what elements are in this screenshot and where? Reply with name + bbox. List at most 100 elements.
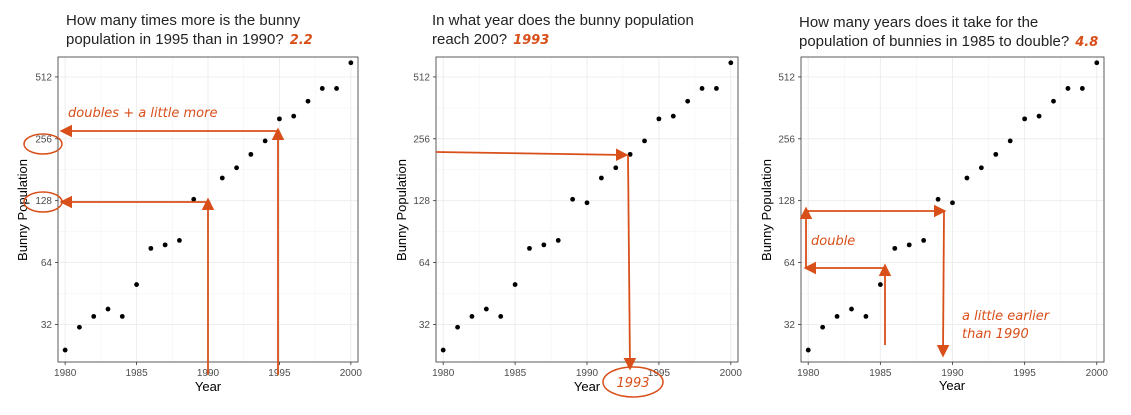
data-point-1985 — [134, 282, 139, 287]
chart-2-answer: 1993 — [513, 33, 549, 48]
data-point-1992 — [978, 165, 984, 171]
chart-3-note-earlier-2: than 1990 — [962, 327, 1029, 342]
data-point-1996 — [670, 113, 676, 119]
data-point-1980 — [805, 347, 811, 353]
x-tick-label: 1980 — [797, 368, 820, 379]
chart-2-x-label: Year — [574, 379, 601, 394]
chart-2-points — [440, 60, 734, 353]
data-point-1993 — [627, 151, 633, 157]
chart-1-note-doubles: doubles + a little more — [68, 106, 217, 121]
circle-1993-answer — [602, 366, 664, 398]
y-tick-label: 64 — [784, 258, 796, 269]
data-point-1996 — [291, 113, 297, 119]
chart-2-note-1993: 1993 — [616, 376, 649, 391]
data-point-1989 — [935, 196, 941, 202]
data-point-1982 — [834, 314, 840, 319]
data-point-1989 — [570, 196, 576, 202]
arrow-200-right — [435, 148, 629, 162]
x-tick-label: 1990 — [576, 368, 599, 379]
y-tick-label: 128 — [35, 196, 52, 207]
data-point-1997 — [305, 98, 311, 104]
data-point-1994 — [262, 138, 268, 144]
data-point-1984 — [498, 314, 504, 319]
data-point-1991 — [964, 175, 970, 181]
data-point-1981 — [455, 324, 460, 330]
data-point-1993 — [248, 151, 254, 157]
chart-3-x-ticks: 1980 1985 1990 1995 2000 — [797, 362, 1108, 379]
x-tick-label: 1995 — [268, 368, 291, 379]
chart-3-question-line-2: population of bunnies in 1985 to double? — [799, 33, 1069, 50]
chart-2-gridlines — [436, 57, 738, 362]
chart-1-y-ticks: 32 64 128 256 512 — [35, 72, 58, 331]
data-point-1986 — [527, 245, 532, 251]
data-point-1980 — [62, 347, 68, 353]
data-point-1991 — [219, 175, 225, 181]
data-point-1988 — [177, 238, 182, 243]
y-tick-label: 128 — [413, 196, 430, 207]
y-tick-label: 128 — [778, 196, 795, 207]
data-point-1996 — [1036, 113, 1042, 119]
x-tick-label: 1995 — [1014, 368, 1037, 379]
x-tick-label: 1980 — [54, 368, 77, 379]
chart-3-y-ticks: 32 64 128 256 512 — [778, 72, 801, 331]
chart-3-note-earlier-1: a little earlier — [962, 309, 1051, 324]
data-point-1994 — [642, 138, 647, 144]
arrow-1993-down — [623, 154, 637, 371]
chart-1-question-line-2: population in 1995 than in 1990? — [66, 31, 284, 48]
data-point-1984 — [119, 314, 125, 319]
data-point-1983 — [483, 306, 489, 312]
data-point-1992 — [613, 165, 619, 171]
x-tick-label: 1985 — [504, 368, 527, 379]
y-tick-label: 256 — [778, 134, 795, 145]
y-tick-label: 32 — [784, 320, 796, 331]
data-point-1987 — [906, 242, 912, 248]
data-point-1997 — [1051, 98, 1056, 104]
chart-3-points — [805, 60, 1100, 353]
data-point-1993 — [993, 151, 999, 157]
data-point-1989 — [191, 196, 197, 202]
arrow-year-down — [936, 211, 950, 358]
chart-1-y-label: Bunny Population — [15, 159, 30, 261]
data-point-2000 — [348, 60, 354, 66]
y-tick-label: 64 — [41, 258, 53, 269]
data-point-1982 — [91, 314, 97, 319]
chart-1-annotations: doubles + a little more — [23, 106, 285, 375]
chart-2-y-label: Bunny Population — [394, 159, 409, 261]
data-point-1990 — [950, 200, 955, 206]
chart-3-answer: 4.8 — [1074, 35, 1098, 50]
data-point-1999 — [714, 86, 719, 91]
y-tick-label: 512 — [35, 72, 52, 83]
x-tick-label: 1980 — [432, 368, 455, 379]
chart-3-x-label: Year — [939, 378, 966, 393]
data-point-1981 — [77, 324, 82, 330]
chart-panel-3: How many years does it take for the popu… — [759, 14, 1108, 393]
chart-2-question-line-2: reach 200? — [432, 31, 507, 48]
chart-3-y-label: Bunny Population — [759, 159, 774, 261]
chart-3-gridlines — [801, 57, 1104, 362]
data-point-1986 — [892, 245, 898, 251]
data-point-1986 — [148, 245, 154, 251]
y-tick-label: 32 — [419, 320, 431, 331]
chart-3-question-line-1: How many years does it take for the — [799, 14, 1038, 31]
data-point-1995 — [1022, 116, 1028, 122]
chart-2-annotations: 1993 — [435, 148, 664, 398]
chart-1-points — [62, 60, 354, 353]
data-point-1984 — [863, 314, 869, 319]
data-point-1987 — [162, 242, 168, 248]
data-point-1983 — [105, 306, 111, 312]
chart-1-x-label: Year — [195, 379, 222, 394]
data-point-1985 — [877, 282, 883, 287]
y-tick-label: 64 — [419, 258, 431, 269]
data-point-1995 — [656, 116, 662, 122]
circle-256-tick — [23, 133, 63, 155]
x-tick-label: 2000 — [340, 368, 363, 379]
y-tick-label: 256 — [413, 134, 430, 145]
x-tick-label: 2000 — [1086, 368, 1109, 379]
chart-3-annotations: double a little earlier than 1990 — [799, 204, 1051, 358]
x-tick-label: 1990 — [941, 368, 964, 379]
y-tick-label: 512 — [778, 72, 795, 83]
y-tick-label: 32 — [41, 320, 53, 331]
svg-text:population of bunnies in 1985: population of bunnies in 1985 to double?… — [799, 33, 1098, 50]
svg-text:population in 1995 than in 199: population in 1995 than in 1990? 2.2 — [66, 31, 313, 48]
